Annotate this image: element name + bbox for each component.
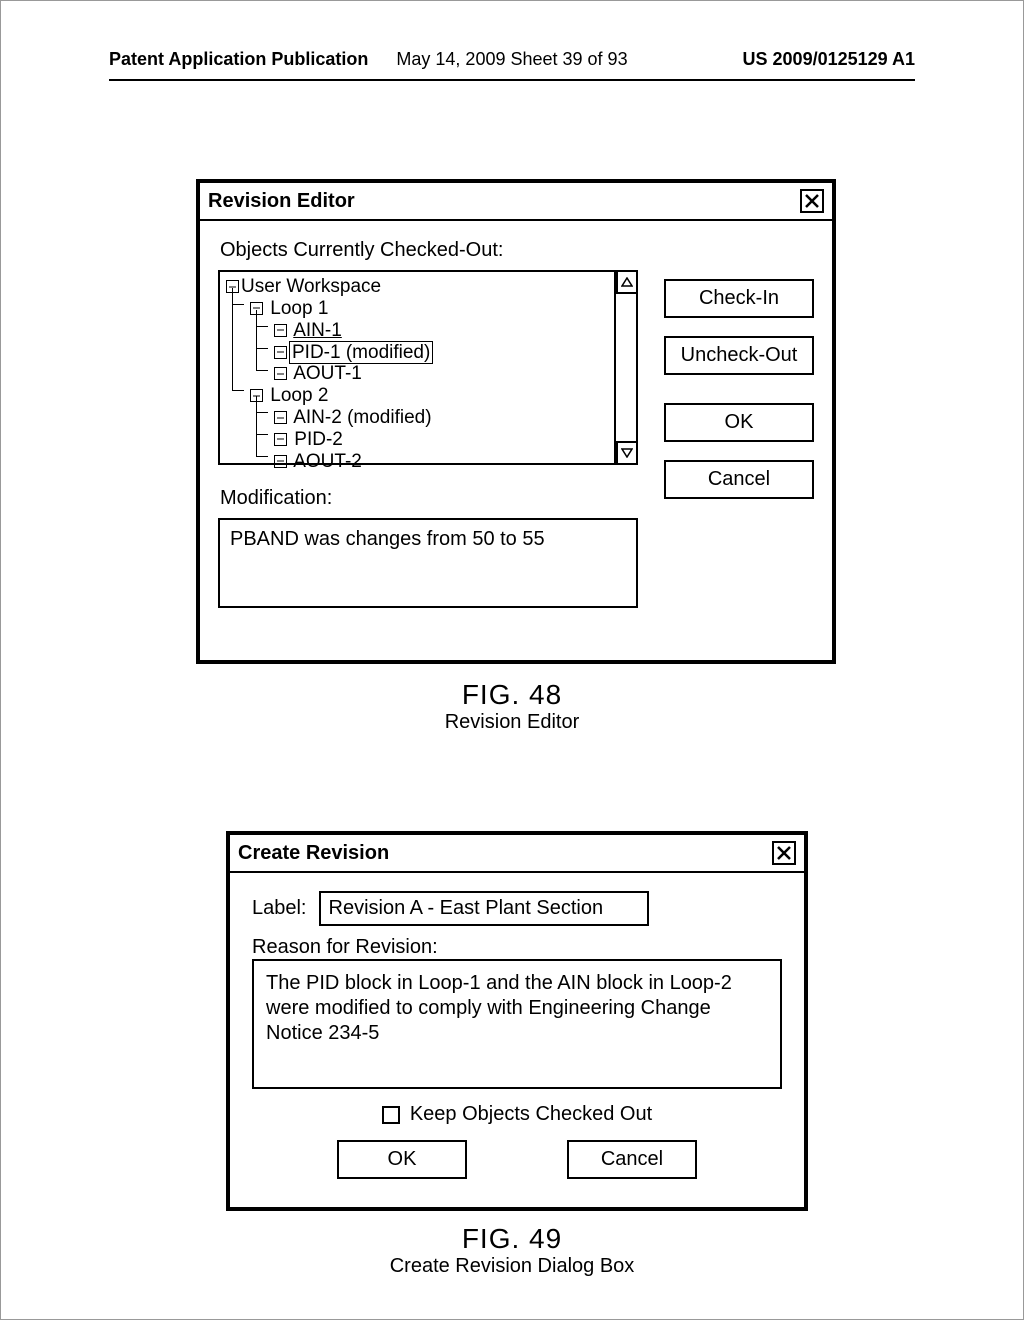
collapse-icon[interactable] (250, 389, 263, 402)
label-input[interactable]: Revision A - East Plant Section (319, 891, 649, 926)
create-revision-dialog: Create Revision Label: Revision A - East… (226, 831, 808, 1211)
button-column: Check-In Uncheck-Out OK Cancel (664, 279, 814, 499)
checked-out-label: Objects Currently Checked-Out: (220, 239, 814, 262)
tree-node-loop1[interactable]: Loop 1 (226, 298, 610, 320)
tree-content: User Workspace Loop 1 AIN-1 PID-1 (modif… (220, 272, 636, 477)
node-label: AOUT-1 (293, 363, 362, 384)
titlebar: Revision Editor (200, 183, 832, 221)
figure-48-caption: FIG. 48 Revision Editor (1, 679, 1023, 734)
collapse-icon[interactable] (274, 455, 287, 468)
checkin-button[interactable]: Check-In (664, 279, 814, 318)
close-icon[interactable] (800, 189, 824, 213)
figure-text: Create Revision Dialog Box (1, 1255, 1023, 1278)
tree-node-ain1[interactable]: AIN-1 (226, 320, 610, 342)
collapse-icon[interactable] (250, 302, 263, 315)
tree-node-root[interactable]: User Workspace (226, 276, 610, 298)
figure-49-caption: FIG. 49 Create Revision Dialog Box (1, 1223, 1023, 1278)
keep-checked-out-checkbox[interactable] (382, 1106, 400, 1124)
collapse-icon[interactable] (226, 280, 239, 293)
collapse-icon[interactable] (274, 367, 287, 380)
figure-number: FIG. 49 (1, 1223, 1023, 1255)
figure-number: FIG. 48 (1, 679, 1023, 711)
cancel-button[interactable]: Cancel (664, 460, 814, 499)
node-label: User Workspace (241, 276, 381, 297)
tree-node-pid2[interactable]: PID-2 (226, 429, 610, 451)
collapse-icon[interactable] (274, 346, 287, 359)
node-label: AOUT-2 (293, 451, 362, 472)
tree-node-loop2[interactable]: Loop 2 (226, 385, 610, 407)
tree-node-ain2[interactable]: AIN-2 (modified) (226, 407, 610, 429)
tree-node-aout2[interactable]: AOUT-2 (226, 451, 610, 473)
node-label: PID-2 (294, 429, 343, 450)
collapse-icon[interactable] (274, 411, 287, 424)
node-label-selected: PID-1 (modified) (289, 341, 433, 364)
collapse-icon[interactable] (274, 433, 287, 446)
titlebar: Create Revision (230, 835, 804, 873)
object-tree[interactable]: User Workspace Loop 1 AIN-1 PID-1 (modif… (218, 270, 638, 465)
dialog-title: Revision Editor (208, 190, 355, 213)
reason-label: Reason for Revision: (252, 936, 782, 959)
reason-textbox[interactable]: The PID block in Loop-1 and the AIN bloc… (252, 959, 782, 1089)
cancel-button[interactable]: Cancel (567, 1140, 697, 1179)
node-label: Loop 1 (270, 298, 328, 319)
node-label: AIN-2 (modified) (293, 407, 431, 428)
modification-textbox[interactable]: PBAND was changes from 50 to 55 (218, 518, 638, 608)
tree-node-aout1[interactable]: AOUT-1 (226, 363, 610, 385)
ok-button[interactable]: OK (664, 403, 814, 442)
collapse-icon[interactable] (274, 324, 287, 337)
node-label: Loop 2 (270, 385, 328, 406)
revision-editor-dialog: Revision Editor Objects Currently Checke… (196, 179, 836, 664)
node-label: AIN-1 (293, 320, 342, 341)
keep-checked-out-label: Keep Objects Checked Out (410, 1103, 652, 1126)
figure-text: Revision Editor (1, 711, 1023, 734)
tree-node-pid1[interactable]: PID-1 (modified) (226, 342, 610, 364)
uncheckout-button[interactable]: Uncheck-Out (664, 336, 814, 375)
header-rule (109, 79, 915, 81)
header-right: US 2009/0125129 A1 (743, 49, 915, 70)
close-icon[interactable] (772, 841, 796, 865)
dialog-title: Create Revision (238, 842, 389, 865)
ok-button[interactable]: OK (337, 1140, 467, 1179)
label-field-label: Label: (252, 897, 307, 920)
